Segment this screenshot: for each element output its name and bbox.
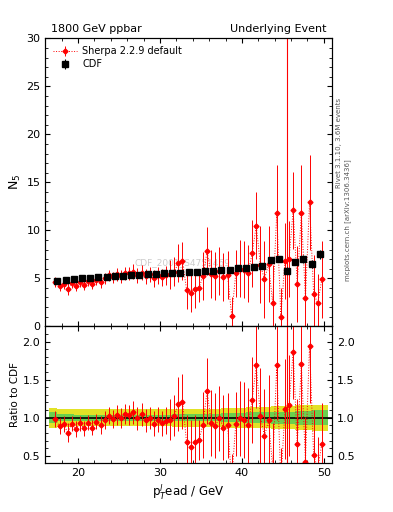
Y-axis label: N$_5$: N$_5$ — [8, 174, 24, 190]
Text: Rivet 3.1.10, 3.6M events: Rivet 3.1.10, 3.6M events — [336, 98, 342, 188]
Text: 1800 GeV ppbar: 1800 GeV ppbar — [51, 24, 142, 34]
Text: mcplots.cern.ch [arXiv:1306.3436]: mcplots.cern.ch [arXiv:1306.3436] — [344, 159, 351, 281]
Text: CDF_2001_S4751469: CDF_2001_S4751469 — [135, 259, 231, 267]
Y-axis label: Ratio to CDF: Ratio to CDF — [10, 362, 20, 428]
X-axis label: p$_T^l$ead / GeV: p$_T^l$ead / GeV — [152, 482, 225, 502]
Text: Underlying Event: Underlying Event — [230, 24, 326, 34]
Legend: Sherpa 2.2.9 default, CDF: Sherpa 2.2.9 default, CDF — [50, 43, 185, 72]
